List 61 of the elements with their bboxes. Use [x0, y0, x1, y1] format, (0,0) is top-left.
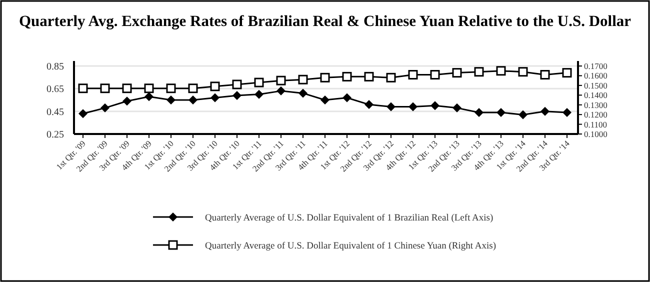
point: [452, 68, 462, 78]
point: [562, 68, 572, 78]
y-tick-label: 0.65: [46, 84, 64, 96]
point: [518, 67, 528, 77]
point: [166, 84, 176, 94]
point: [210, 82, 220, 92]
point: [232, 80, 242, 90]
legend-label: Quarterly Average of U.S. Dollar Equivalent of 1 Chinese Yuan (Right Axis): [205, 242, 496, 252]
point: [342, 93, 352, 102]
y2-tick-label: 0.1200: [584, 110, 608, 120]
point: [276, 76, 286, 86]
legend-label: Quarterly Average of U.S. Dollar Equivalent of 1 Brazilian Real (Left Axis): [205, 214, 494, 224]
point: [298, 74, 308, 84]
point: [298, 88, 308, 98]
point: [188, 96, 198, 104]
point: [386, 72, 396, 82]
y2-tick-label: 0.1100: [584, 119, 608, 130]
y2-tick-label: 0.1300: [584, 100, 608, 110]
point: [144, 84, 154, 94]
point: [474, 108, 484, 117]
point: [232, 90, 242, 100]
point: [320, 72, 330, 82]
point: [254, 90, 264, 99]
y2-tick-label: 0.1700: [584, 61, 608, 71]
point: [562, 108, 572, 117]
point: [78, 84, 88, 94]
point: [408, 70, 418, 80]
chart-title: Quarterly Avg. Exchange Rates of Brazilian Real & Chinese Yuan Relative to the U.S. Dollar: [18, 13, 632, 30]
point: [452, 103, 462, 112]
point: [122, 84, 132, 94]
point: [474, 67, 484, 77]
point: [364, 100, 374, 110]
point: [320, 96, 330, 104]
point: [430, 101, 440, 110]
point: [386, 102, 396, 112]
y-tick-label: 0.45: [46, 106, 64, 118]
point: [540, 106, 550, 116]
point: [100, 103, 110, 112]
point: [144, 92, 154, 102]
y-tick-label: 0.25: [46, 130, 64, 140]
point: [210, 93, 220, 102]
point: [342, 72, 352, 82]
point: [496, 66, 506, 76]
y2-tick-label: 0.1000: [584, 129, 608, 139]
point: [540, 70, 550, 80]
point: [188, 84, 198, 94]
point: [408, 102, 418, 112]
point: [166, 96, 176, 104]
point: [254, 78, 264, 88]
point: [100, 84, 110, 94]
y2-tick-label: 0.1500: [584, 80, 608, 90]
point: [430, 70, 440, 80]
point: [364, 72, 374, 82]
point: [518, 110, 528, 120]
point: [276, 86, 286, 96]
y2-tick-label: 0.1600: [584, 70, 608, 81]
point: [496, 108, 506, 117]
y2-tick-label: 0.1400: [584, 90, 608, 100]
point: [78, 109, 88, 118]
y-tick-label: 0.85: [46, 62, 64, 72]
point: [122, 96, 132, 106]
